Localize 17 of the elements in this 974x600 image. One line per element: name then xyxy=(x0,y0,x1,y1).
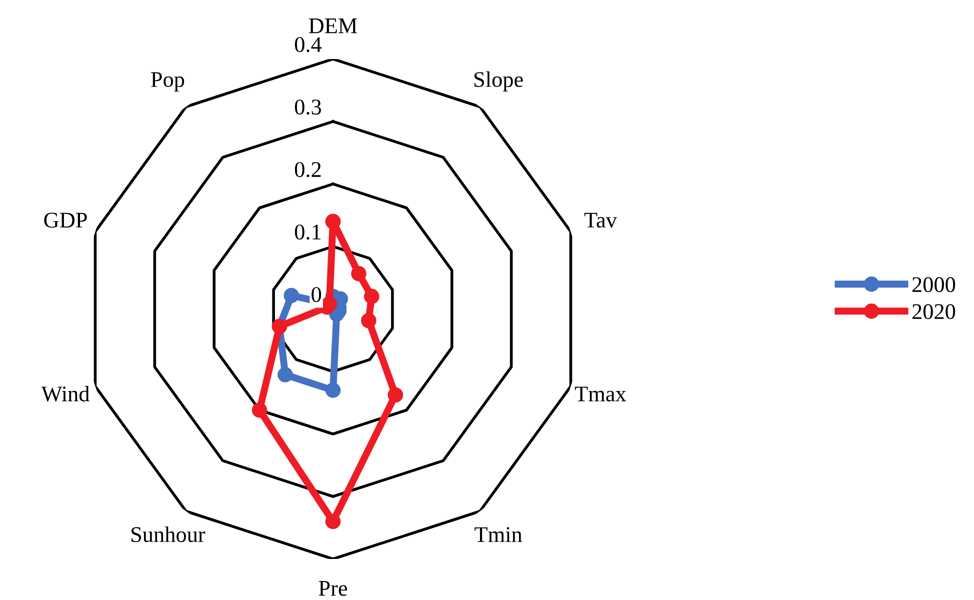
legend-label: 2020 xyxy=(912,304,956,320)
spoke-label: Slope xyxy=(474,71,523,92)
y-tick-label: 0.3 xyxy=(294,100,322,115)
y-tick-label: 0 xyxy=(312,287,322,302)
spoke-label: Tmin xyxy=(474,527,522,542)
spoke-label: Tav xyxy=(584,212,617,228)
spoke-label: GDP xyxy=(44,212,87,228)
y-tick-label: 0.2 xyxy=(294,162,321,178)
spoke-label: Pop xyxy=(151,72,184,92)
y-tick-label: 0.1 xyxy=(294,224,321,240)
y-tick-label: 0.4 xyxy=(294,37,322,52)
spoke-label: Pre xyxy=(318,581,348,596)
legend-label: 2000 xyxy=(912,277,956,292)
spoke-label: Tmax xyxy=(574,386,626,402)
spoke-label: DEM xyxy=(308,18,358,34)
spoke-label: Sunhour xyxy=(132,526,206,542)
spoke-label: Wind xyxy=(41,386,90,402)
